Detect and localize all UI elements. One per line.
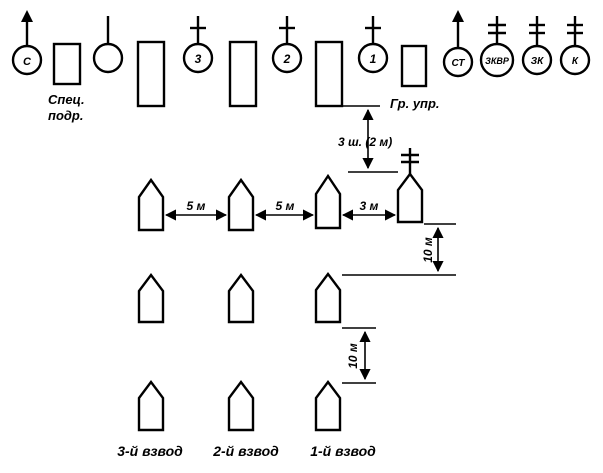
vehicle-rect-2 <box>228 40 258 108</box>
vehicle-3-3 <box>137 380 165 432</box>
vehicle-2-1 <box>227 177 255 232</box>
commander-c-symbol <box>11 10 43 76</box>
vehicle-1-3 <box>314 380 342 432</box>
vehicle-3-1 <box>137 177 165 232</box>
circle-label-c: С <box>23 56 32 68</box>
spec-unit-label-line2: подр. <box>48 108 83 123</box>
circle-label-k: К <box>572 56 579 67</box>
cross-circle-3 <box>182 16 214 74</box>
vehicle-1-1 <box>314 173 342 230</box>
vehicle-2-2 <box>227 273 255 324</box>
vehicle-2-3 <box>227 380 255 432</box>
gap-5m-label-a: 5 м <box>187 199 206 213</box>
vehicle-rect-3 <box>314 40 344 108</box>
circle-label-zkvr: ЗКВР <box>485 56 510 66</box>
dimension-lines <box>164 105 456 384</box>
circle-label-3: 3 <box>195 52 202 66</box>
circle-label-zk: ЗК <box>531 56 544 67</box>
stem-circle-symbol <box>92 16 124 74</box>
gap-10m-label-a: 10 м <box>421 237 435 263</box>
spec-unit-rect <box>52 42 82 86</box>
platoon-3-label: 3-й взвод <box>117 443 183 459</box>
vehicle-1-2 <box>314 272 342 324</box>
spec-unit-label-line1: Спец. <box>48 92 85 107</box>
circle-label-1: 1 <box>370 52 377 66</box>
circle-label-st: СТ <box>452 58 466 69</box>
cross-circle-1 <box>357 16 389 74</box>
deputy-commander-edu-symbol <box>479 16 515 78</box>
senior-technician-symbol <box>442 10 474 78</box>
platoon-1-label: 1-й взвод <box>310 443 376 459</box>
control-group-label: Гр. упр. <box>390 96 440 111</box>
vehicle-rect-1 <box>136 40 166 108</box>
control-group-rect <box>400 44 428 88</box>
commander-k-symbol <box>559 16 591 76</box>
deputy-commander-symbol <box>521 16 553 76</box>
steps-dimension-label: 3 ш. (2 м) <box>338 135 392 149</box>
cross-circle-2 <box>271 16 303 74</box>
gap-10m-label-b: 10 м <box>346 343 360 369</box>
platoon-2-label: 2-й взвод <box>212 443 279 459</box>
vehicle-3-2 <box>137 273 165 324</box>
circle-label-2: 2 <box>283 52 291 66</box>
command-vehicle <box>396 148 424 224</box>
gap-3m-label: 3 м <box>360 199 379 213</box>
gap-5m-label-b: 5 м <box>276 199 295 213</box>
